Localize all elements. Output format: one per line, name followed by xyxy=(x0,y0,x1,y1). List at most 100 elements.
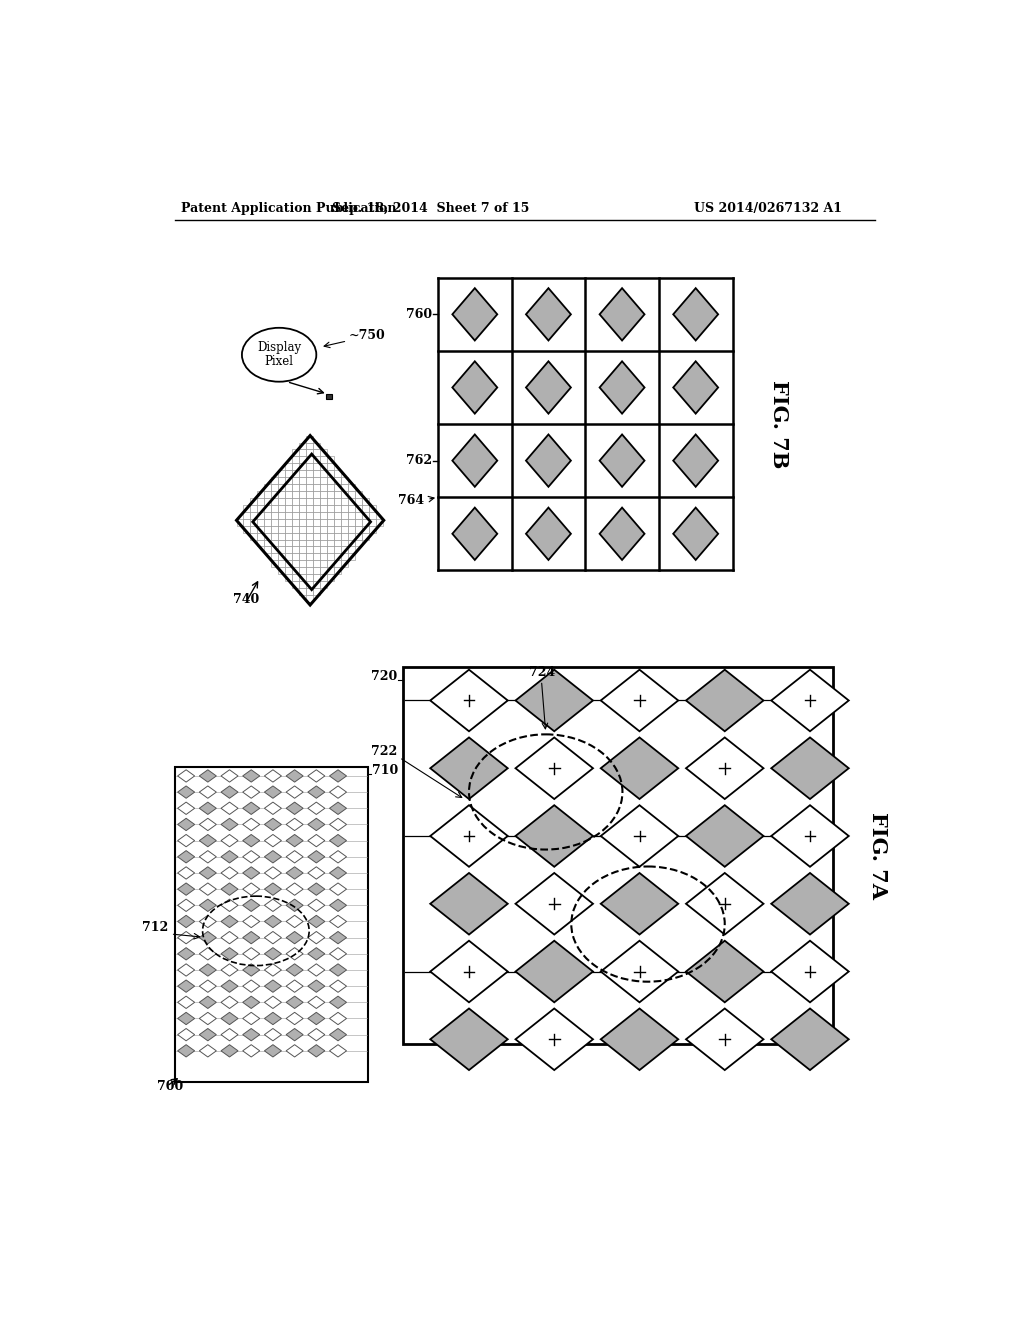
Polygon shape xyxy=(200,915,216,928)
Bar xyxy=(306,595,313,602)
Polygon shape xyxy=(601,805,678,867)
Polygon shape xyxy=(200,883,216,895)
Bar xyxy=(292,581,299,589)
Bar xyxy=(299,484,306,491)
Polygon shape xyxy=(286,1012,303,1024)
Bar xyxy=(279,560,286,568)
Bar xyxy=(321,560,328,568)
Polygon shape xyxy=(221,899,238,911)
Polygon shape xyxy=(243,850,260,863)
Text: 740: 740 xyxy=(232,594,259,606)
Bar xyxy=(328,463,334,470)
Polygon shape xyxy=(308,785,325,799)
Polygon shape xyxy=(601,738,678,799)
Bar xyxy=(327,395,332,400)
Bar xyxy=(251,519,257,525)
Bar xyxy=(306,546,313,553)
Bar xyxy=(306,568,313,574)
Bar xyxy=(306,560,313,568)
Polygon shape xyxy=(286,867,303,879)
Polygon shape xyxy=(686,669,764,731)
Bar xyxy=(279,553,286,560)
Bar xyxy=(348,491,355,498)
Polygon shape xyxy=(286,883,303,895)
Bar xyxy=(257,512,264,519)
Bar xyxy=(321,484,328,491)
Polygon shape xyxy=(526,362,571,413)
Bar xyxy=(257,540,264,546)
Polygon shape xyxy=(221,883,238,895)
Polygon shape xyxy=(771,805,849,867)
Bar xyxy=(279,533,286,540)
Bar xyxy=(355,512,362,519)
Polygon shape xyxy=(177,964,195,977)
Bar xyxy=(313,449,321,457)
Bar xyxy=(362,512,369,519)
Polygon shape xyxy=(430,1008,508,1071)
Bar xyxy=(341,546,348,553)
Text: 720: 720 xyxy=(371,671,397,684)
Polygon shape xyxy=(243,979,260,993)
Polygon shape xyxy=(330,964,346,977)
Bar xyxy=(244,512,251,519)
Bar xyxy=(328,457,334,463)
Polygon shape xyxy=(286,850,303,863)
Polygon shape xyxy=(453,508,498,560)
Bar xyxy=(286,463,292,470)
Bar xyxy=(334,568,341,574)
Polygon shape xyxy=(264,834,282,847)
Bar xyxy=(341,519,348,525)
Bar xyxy=(286,470,292,477)
Polygon shape xyxy=(221,915,238,928)
Bar xyxy=(328,540,334,546)
Polygon shape xyxy=(221,818,238,830)
Bar xyxy=(321,574,328,581)
Bar xyxy=(376,519,383,525)
Bar xyxy=(328,560,334,568)
Polygon shape xyxy=(243,915,260,928)
Bar xyxy=(321,581,328,589)
Bar xyxy=(313,484,321,491)
Bar xyxy=(292,512,299,519)
Bar xyxy=(334,491,341,498)
Bar xyxy=(244,506,251,512)
Bar xyxy=(313,525,321,532)
Polygon shape xyxy=(771,738,849,799)
Bar xyxy=(299,574,306,581)
Bar xyxy=(348,506,355,512)
Polygon shape xyxy=(177,948,195,960)
Text: 724: 724 xyxy=(528,665,555,678)
Bar xyxy=(286,533,292,540)
Bar xyxy=(257,519,264,525)
Bar xyxy=(292,553,299,560)
Bar xyxy=(334,512,341,519)
Bar xyxy=(264,540,271,546)
Bar xyxy=(299,519,306,525)
Bar xyxy=(355,519,362,525)
Bar xyxy=(369,525,376,532)
Polygon shape xyxy=(221,979,238,993)
Polygon shape xyxy=(526,508,571,560)
Bar xyxy=(355,491,362,498)
Polygon shape xyxy=(243,899,260,911)
Polygon shape xyxy=(308,979,325,993)
Bar xyxy=(328,470,334,477)
Bar xyxy=(271,519,279,525)
Bar xyxy=(328,512,334,519)
Polygon shape xyxy=(308,770,325,781)
Text: Patent Application Publication: Patent Application Publication xyxy=(180,202,396,215)
Bar xyxy=(306,449,313,457)
Bar xyxy=(313,581,321,589)
Bar xyxy=(348,525,355,532)
Polygon shape xyxy=(221,932,238,944)
Polygon shape xyxy=(243,770,260,781)
Bar xyxy=(299,498,306,504)
Bar xyxy=(299,560,306,568)
Bar xyxy=(328,478,334,484)
Polygon shape xyxy=(600,362,644,413)
Bar xyxy=(403,667,834,1044)
Polygon shape xyxy=(771,669,849,731)
Bar xyxy=(334,478,341,484)
Polygon shape xyxy=(221,1028,238,1040)
Bar xyxy=(348,512,355,519)
